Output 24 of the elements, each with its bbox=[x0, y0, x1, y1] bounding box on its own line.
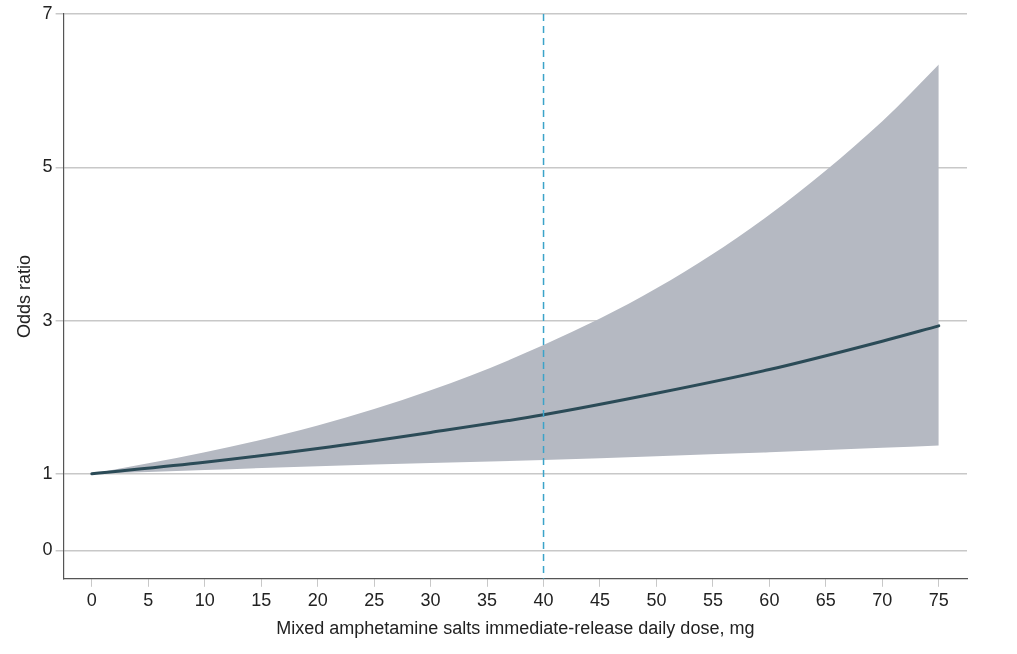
y-axis-title: Odds ratio bbox=[13, 254, 34, 338]
line-series bbox=[90, 324, 941, 476]
x-tick-label: 50 bbox=[646, 589, 667, 610]
x-tick-label: 65 bbox=[815, 589, 836, 610]
y-tick-label: 7 bbox=[42, 2, 53, 23]
x-tick-label: 20 bbox=[307, 589, 328, 610]
x-tick-label: 75 bbox=[928, 589, 949, 610]
x-tick-label: 0 bbox=[86, 589, 97, 610]
x-tick-label: 15 bbox=[251, 589, 272, 610]
x-tick-label: 30 bbox=[420, 589, 441, 610]
x-tick-label: 70 bbox=[872, 589, 893, 610]
x-tick-label: 35 bbox=[477, 589, 498, 610]
x-tick-label: 55 bbox=[702, 589, 723, 610]
x-tick-label: 40 bbox=[533, 589, 554, 610]
x-tick-label: 5 bbox=[143, 589, 154, 610]
y-tick-label: 5 bbox=[42, 156, 53, 177]
y-tick-label: 3 bbox=[42, 309, 53, 330]
x-axis-title: Mixed amphetamine salts immediate-release daily dose, mg bbox=[276, 618, 755, 639]
y-tick-label: 0 bbox=[42, 539, 53, 560]
x-tick-label: 10 bbox=[194, 589, 215, 610]
y-tick-label: 1 bbox=[42, 462, 53, 483]
x-tick-label: 45 bbox=[589, 589, 611, 610]
x-tick-label: 25 bbox=[364, 589, 385, 610]
x-tick-label: 60 bbox=[759, 589, 780, 610]
